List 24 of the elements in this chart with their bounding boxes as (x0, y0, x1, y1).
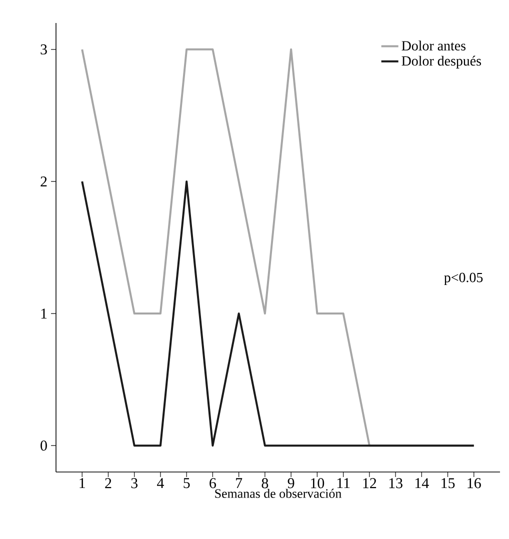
x-tick-label: 7 (236, 478, 242, 488)
annotation: p<0.05 (444, 272, 483, 286)
x-tick-label: 12 (363, 478, 376, 488)
x-tick-label: 5 (184, 478, 190, 488)
x-tick-label: 16 (468, 478, 481, 488)
legend-label: Dolor antes (402, 40, 466, 50)
x-tick-label: 13 (389, 478, 402, 488)
x-tick-label: 11 (337, 478, 350, 488)
x-tick-label: 2 (105, 478, 112, 488)
x-tick-label: 9 (288, 478, 294, 488)
x-tick-label: 6 (210, 478, 216, 488)
x-tick-label: 15 (442, 478, 455, 488)
y-tick-label: 1 (41, 308, 47, 318)
x-tick-label: 3 (131, 478, 138, 488)
x-tick-label: 14 (415, 478, 429, 488)
x-tick-label: 8 (262, 478, 268, 488)
x-tick-label: 4 (157, 478, 164, 488)
y-tick-label: 0 (40, 440, 47, 451)
x-tick-label: 10 (311, 478, 324, 488)
legend-label: Dolor después (402, 56, 481, 68)
x-axis-title: Semanas de observación (215, 488, 342, 498)
y-tick-label: 3 (40, 44, 47, 54)
y-tick-label: 2 (40, 176, 47, 186)
x-tick-label: 1 (80, 478, 85, 488)
